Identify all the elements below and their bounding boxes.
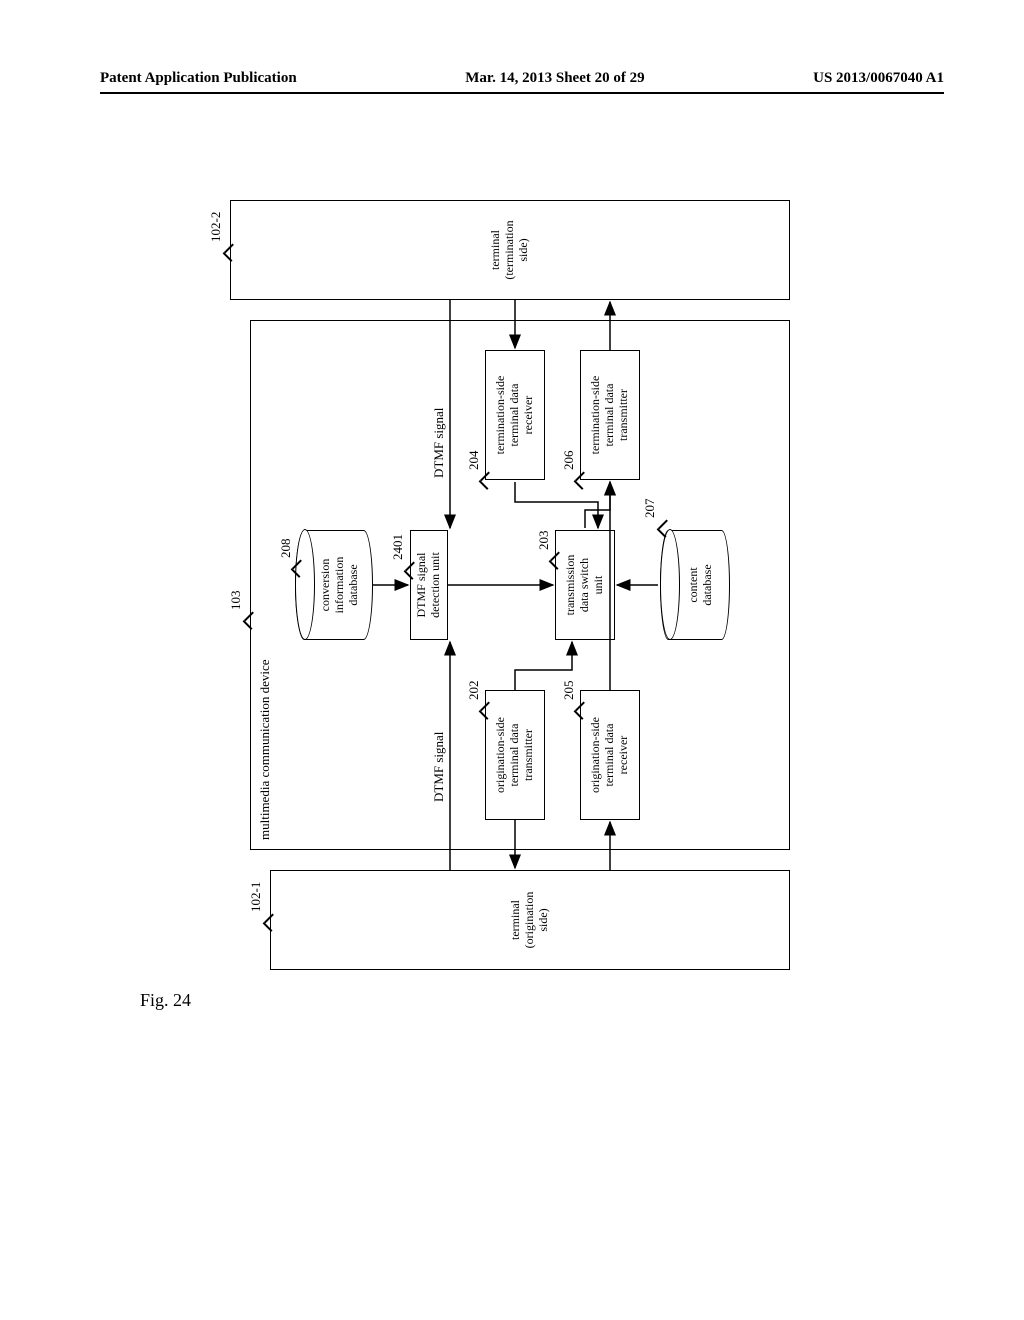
ref-207: 207 — [642, 499, 658, 519]
dtmf-signal-left-label: DTMF signal — [432, 732, 447, 802]
header-center: Mar. 14, 2013 Sheet 20 of 29 — [465, 70, 644, 87]
header-rule — [100, 92, 944, 94]
device-label: multimedia communication device — [258, 659, 273, 840]
tick-icon — [480, 468, 492, 480]
terminal-termination-box: terminal(terminationside) — [230, 200, 790, 300]
terminal-termination-label: terminal(terminationside) — [231, 201, 789, 299]
tick-icon — [244, 608, 256, 620]
tick-icon — [575, 468, 587, 480]
term-transmitter-label: termination-sideterminal datatransmitter — [581, 351, 639, 479]
ref-2401: 2401 — [390, 534, 406, 560]
tick-icon — [292, 556, 304, 568]
tick-icon — [405, 558, 417, 570]
orig-transmitter-label: origination-sideterminal datatransmitter — [486, 691, 544, 819]
tick-icon — [224, 240, 236, 252]
header-right: US 2013/0067040 A1 — [813, 70, 944, 87]
tx-switch-box: transmissiondata switchunit — [555, 530, 615, 640]
figure-area: terminal(originationside) 102-1 multimed… — [210, 200, 790, 970]
terminal-origination-box: terminal(originationside) — [270, 870, 790, 970]
header-left: Patent Application Publication — [100, 70, 297, 87]
block-diagram: terminal(originationside) 102-1 multimed… — [210, 200, 790, 970]
dtmf-signal-right-label: DTMF signal — [432, 408, 447, 478]
term-transmitter-box: termination-sideterminal datatransmitter — [580, 350, 640, 480]
conversion-database-label: conversioninformationdatabase — [316, 531, 364, 639]
ref-102-2: 102-2 — [208, 212, 224, 242]
content-database: contentdatabase — [660, 530, 730, 640]
term-receiver-box: termination-sideterminal datareceiver — [485, 350, 545, 480]
orig-transmitter-box: origination-sideterminal datatransmitter — [485, 690, 545, 820]
orig-receiver-box: origination-sideterminal datareceiver — [580, 690, 640, 820]
tick-icon — [264, 910, 276, 922]
figure-label: Fig. 24 — [140, 990, 191, 1011]
orig-receiver-label: origination-sideterminal datareceiver — [581, 691, 639, 819]
content-database-label: contentdatabase — [681, 531, 721, 639]
tx-switch-label: transmissiondata switchunit — [556, 531, 614, 639]
tick-icon — [575, 698, 587, 710]
term-receiver-label: termination-sideterminal datareceiver — [486, 351, 544, 479]
tick-icon — [480, 698, 492, 710]
tick-icon — [658, 516, 670, 528]
tick-icon — [550, 548, 562, 560]
terminal-origination-label: terminal(originationside) — [271, 871, 789, 969]
conversion-database: conversioninformationdatabase — [295, 530, 373, 640]
dtmf-detection-box: DTMF signaldetection unit — [410, 530, 448, 640]
ref-102-1: 102-1 — [248, 882, 264, 912]
dtmf-detection-label: DTMF signaldetection unit — [411, 531, 447, 639]
ref-103: 103 — [228, 591, 244, 611]
